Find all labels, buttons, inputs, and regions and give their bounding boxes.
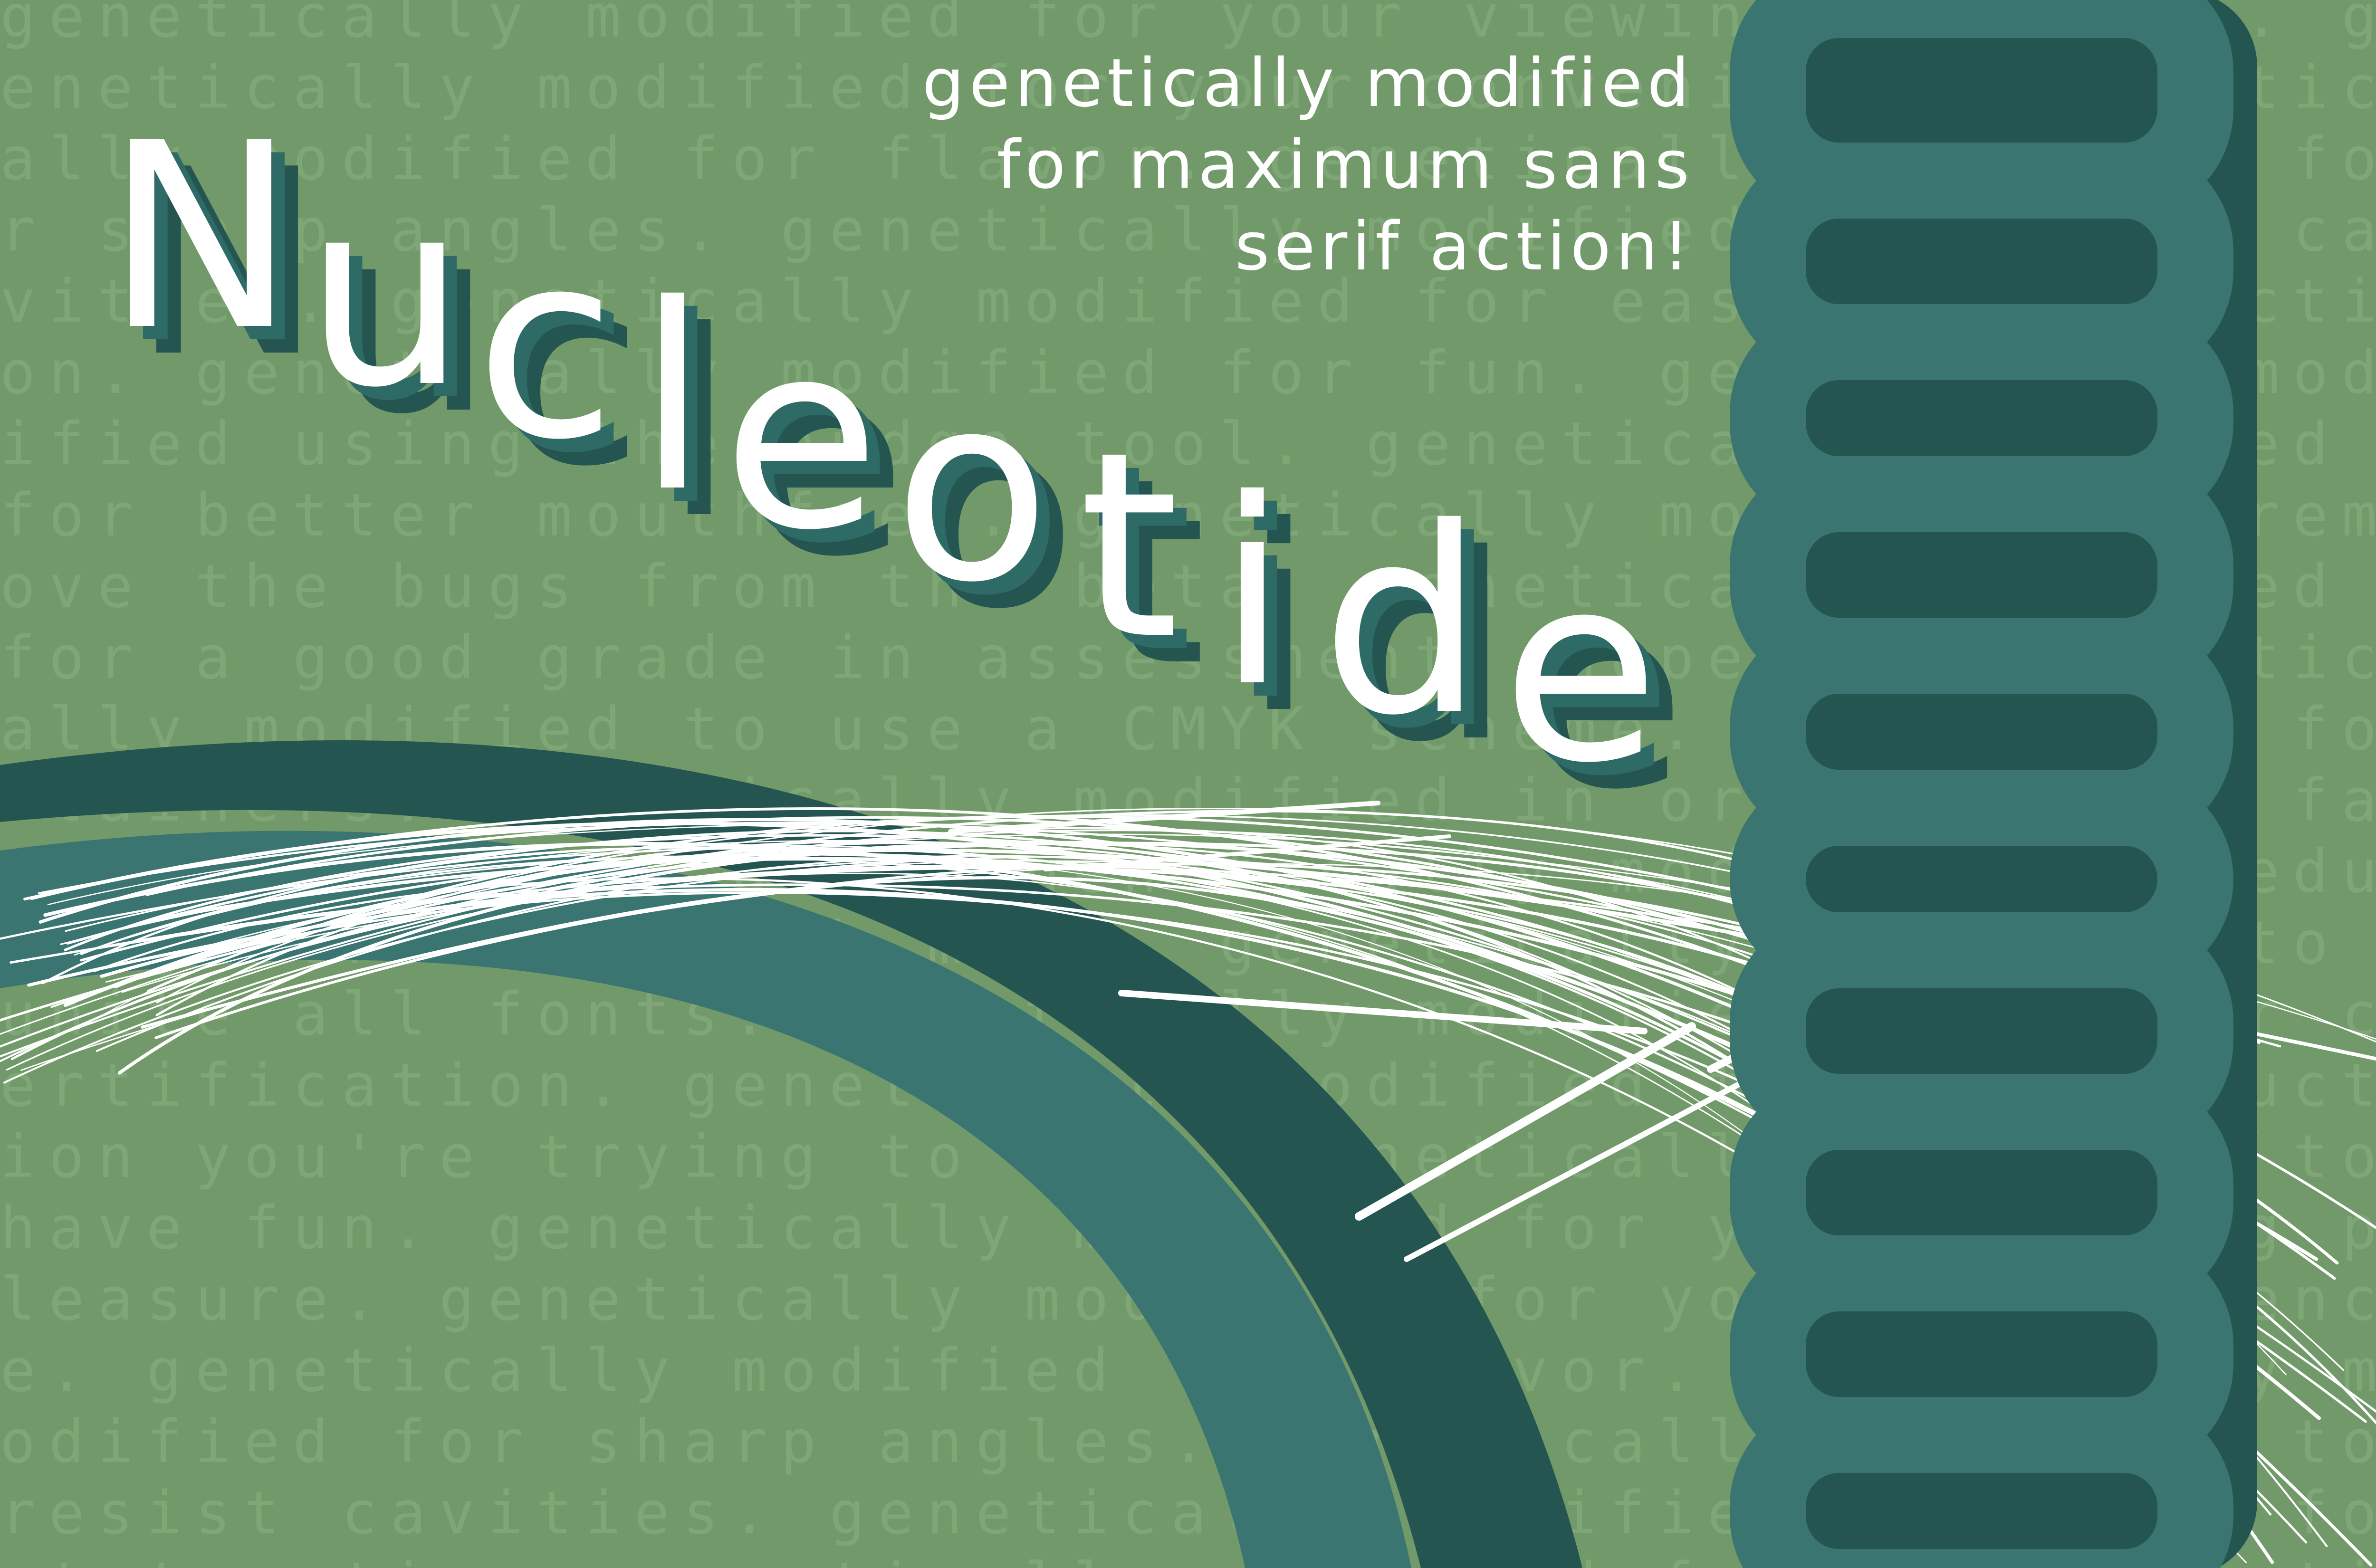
helix-front-strand [1730,1397,2233,1568]
helix-frame [1730,0,2257,1568]
white-slash [1118,990,1648,1034]
title-letter-e-2: e [1502,521,1660,819]
title-letter-i: i [1217,445,1288,743]
tagline-line-3: serif action! [1235,208,1694,286]
title-letter-n: N [105,88,297,387]
white-slash [1355,1022,1696,1221]
tagline-line-1: genetically modified [922,45,1694,122]
title-letter-o: o [893,340,1051,639]
white-slash [1044,834,1451,871]
white-slash [948,801,1380,834]
title-letter-u: u [304,145,467,444]
white-slash [1404,1066,1771,1262]
title-letter-l: l [637,250,709,548]
dark-arc [0,740,1582,1568]
title-letter-t: t [1079,397,1179,696]
title-letter-d: d [1321,473,1484,772]
tagline-line-2: for maximum sans [996,126,1694,204]
tagline: genetically modified for maximum sans se… [744,43,1694,288]
light-arc [0,831,1411,1568]
title-letter-c: c [475,198,616,496]
title-letter-e: e [722,288,881,586]
